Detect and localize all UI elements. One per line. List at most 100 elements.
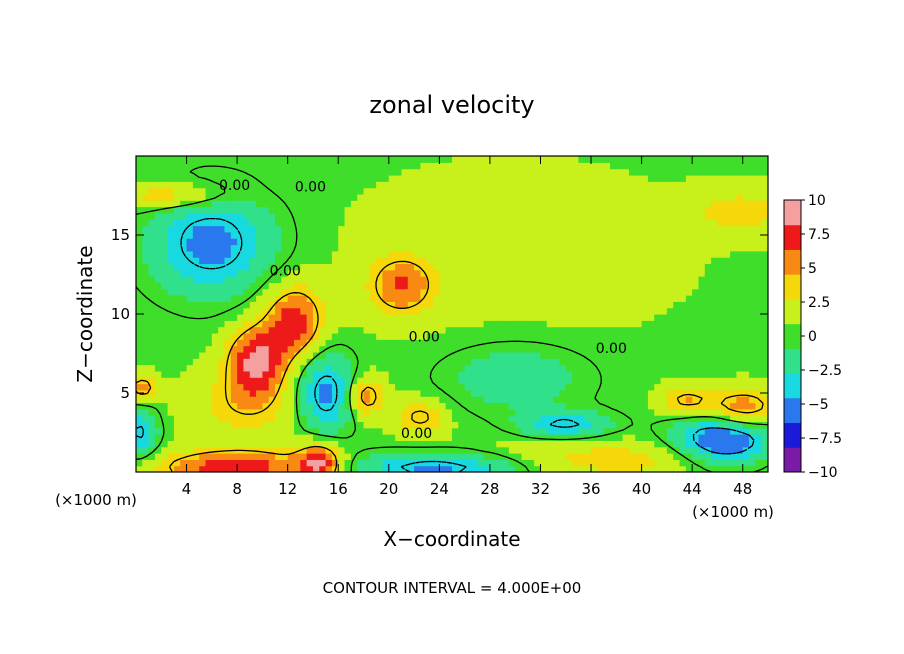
heatmap-cell [218,377,226,385]
heatmap-cell [357,238,365,246]
heatmap-cell [704,231,712,239]
heatmap-cell [407,219,415,227]
heatmap-cell [717,288,725,296]
heatmap-cell [148,459,156,467]
heatmap-cell [294,345,301,353]
heatmap-cell [635,314,643,321]
heatmap-cell [376,225,384,233]
heatmap-cell [439,193,447,201]
heatmap-cell [211,238,219,246]
heatmap-cell [281,402,289,410]
heatmap-cell [717,156,725,163]
heatmap-cell [154,370,162,378]
heatmap-cell [407,440,415,448]
heatmap-cell [660,238,668,246]
heatmap-cell [161,231,169,239]
heatmap-cell [540,351,548,359]
heatmap-cell [256,396,263,404]
heatmap-cell [679,345,687,353]
heatmap-cell [458,187,466,195]
heatmap-cell [597,446,605,454]
heatmap-cell [692,225,700,233]
heatmap-cell [660,446,668,454]
heatmap-cell [553,263,561,271]
heatmap-cell [502,459,510,467]
heatmap-cell [723,427,731,435]
heatmap-cell [230,174,238,182]
heatmap-cell [243,295,251,302]
heatmap-cell [186,351,194,359]
heatmap-cell [502,358,510,366]
heatmap-cell [641,282,649,290]
heatmap-cell [414,162,421,170]
heatmap-cell [711,193,719,201]
heatmap-cell [647,339,655,347]
heatmap-cell [483,465,491,472]
heatmap-cell [312,206,320,214]
heatmap-cell [376,193,384,201]
heatmap-cell [426,383,434,391]
heatmap-cell [331,282,339,290]
heatmap-cell [433,193,440,201]
heatmap-cell [628,351,636,359]
heatmap-cell [584,187,592,195]
heatmap-cell [388,326,396,334]
heatmap-cell [711,288,719,296]
heatmap-cell [154,168,162,176]
heatmap-cell [761,187,768,195]
heatmap-cell [666,187,674,195]
heatmap-cell [186,332,194,340]
heatmap-cell [439,250,447,258]
heatmap-cell [559,459,567,467]
heatmap-cell [161,193,169,201]
heatmap-cell [508,465,516,472]
heatmap-cell [395,225,403,233]
heatmap-cell [742,314,750,321]
heatmap-cell [395,168,403,176]
heatmap-cell [249,250,257,258]
heatmap-cell [698,358,706,366]
heatmap-cell [565,193,573,201]
heatmap-cell [287,415,295,423]
heatmap-cell [154,307,162,315]
heatmap-cell [161,219,169,227]
heatmap-cell [167,402,175,410]
heatmap-cell [167,358,175,366]
heatmap-cell [470,459,478,467]
heatmap-cell [647,345,655,353]
heatmap-cell [534,282,542,290]
heatmap-cell [426,339,434,347]
heatmap-cell [521,250,529,258]
heatmap-cell [559,370,567,378]
heatmap-cell [572,421,579,429]
heatmap-cell [496,200,504,208]
heatmap-cell [407,263,415,271]
heatmap-cell [433,427,440,435]
heatmap-cell [515,370,523,378]
heatmap-cell [167,434,175,441]
heatmap-cell [565,307,573,315]
heatmap-cell [312,301,320,309]
heatmap-cell [281,263,289,271]
heatmap-cell [319,339,327,347]
heatmap-cell [610,415,617,423]
heatmap-cell [635,174,643,182]
heatmap-cell [458,238,466,246]
heatmap-cell [420,377,428,385]
heatmap-cell [230,459,238,467]
heatmap-cell [142,459,150,467]
heatmap-cell [742,162,750,170]
heatmap-cell [534,307,542,315]
heatmap-cell [154,225,162,233]
heatmap-cell [167,174,175,182]
heatmap-cell [161,225,169,233]
heatmap-cell [350,332,358,340]
heatmap-cell [161,238,169,246]
heatmap-cell [136,282,143,290]
heatmap-cell [331,396,339,404]
heatmap-cell [211,320,219,328]
heatmap-cell [395,206,403,214]
heatmap-cell [704,282,712,290]
heatmap-cell [534,276,542,283]
heatmap-cell [338,396,346,404]
